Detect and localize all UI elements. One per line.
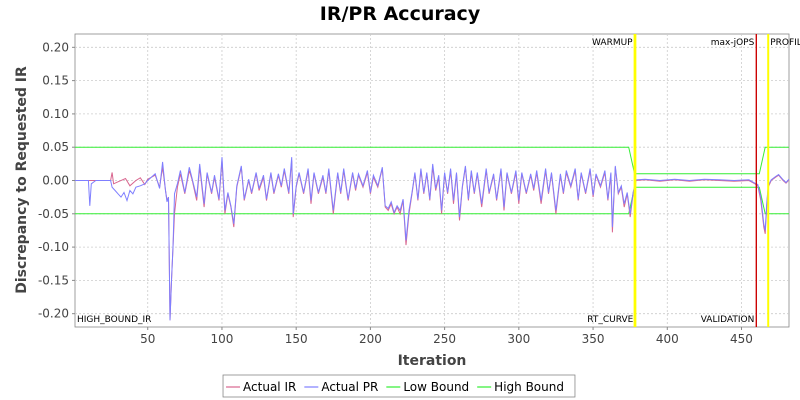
legend-box [222, 374, 576, 398]
marker-label-validation: VALIDATION [701, 315, 755, 325]
marker-label-high-bound-ir: HIGH_BOUND_IR [77, 315, 151, 325]
y-tick-label: 0.10 [42, 107, 69, 121]
x-axis-label: Iteration [398, 353, 467, 369]
x-axis-ticks: 50 100 150 200 250 300 350 400 450 [140, 327, 753, 346]
legend: Actual IR Actual PR Low Bound High Bound [222, 374, 576, 398]
legend-label-actual-pr: Actual PR [321, 380, 378, 394]
y-tick-label: 0.05 [42, 140, 69, 154]
y-tick-label: 0.00 [42, 174, 69, 188]
chart-title: IR/PR Accuracy [320, 3, 481, 25]
marker-label-warmup: WARMUP [592, 38, 633, 48]
legend-label-actual-ir: Actual IR [243, 380, 296, 394]
x-tick-label: 150 [285, 332, 308, 346]
x-tick-label: 350 [582, 332, 605, 346]
y-axis-ticks: -0.20 -0.15 -0.10 -0.05 0.00 0.05 0.10 0.15 0.20 [38, 40, 75, 321]
legend-label-low-bound: Low Bound [403, 380, 469, 394]
x-tick-label: 50 [140, 332, 155, 346]
x-tick-label: 300 [507, 332, 530, 346]
x-tick-label: 450 [730, 332, 753, 346]
x-tick-label: 100 [211, 332, 234, 346]
y-tick-label: 0.20 [42, 40, 69, 54]
legend-label-high-bound: High Bound [494, 380, 564, 394]
series-lines [75, 157, 790, 321]
marker-label-rt-curve: RT_CURVE [587, 315, 633, 325]
y-tick-label: -0.05 [38, 207, 69, 221]
x-tick-label: 250 [433, 332, 456, 346]
y-tick-label: -0.20 [38, 307, 69, 321]
marker-label-max-jops: max-jOPS [711, 38, 755, 48]
series-actual-pr [75, 157, 790, 321]
marker-label-profile: PROFILE [770, 38, 800, 48]
y-tick-label: -0.15 [38, 273, 69, 287]
y-axis-label: Discrepancy to Requested IR [14, 66, 30, 294]
x-tick-label: 200 [359, 332, 382, 346]
x-tick-label: 400 [656, 332, 679, 346]
y-tick-label: 0.15 [42, 74, 69, 88]
marker-lines: HIGH_BOUND_IR WARMUP RT_CURVE VALIDATION max… [77, 34, 800, 327]
y-tick-label: -0.10 [38, 240, 69, 254]
